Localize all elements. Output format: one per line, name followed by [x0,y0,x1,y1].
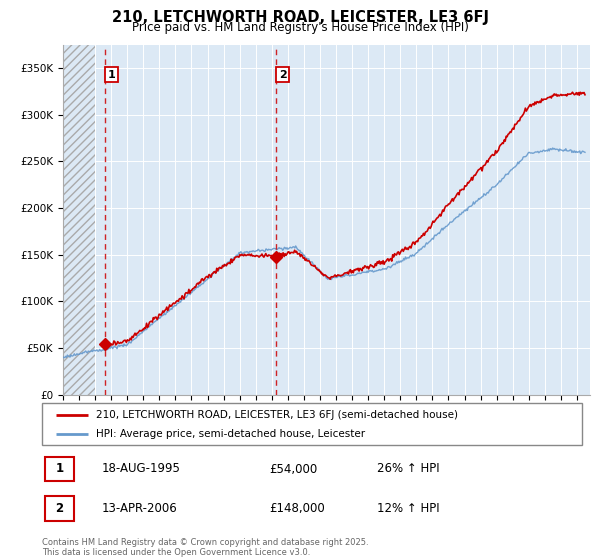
FancyBboxPatch shape [45,457,74,481]
Text: £148,000: £148,000 [269,502,325,515]
FancyBboxPatch shape [45,496,74,521]
Text: Price paid vs. HM Land Registry's House Price Index (HPI): Price paid vs. HM Land Registry's House … [131,21,469,34]
Text: Contains HM Land Registry data © Crown copyright and database right 2025.
This d: Contains HM Land Registry data © Crown c… [42,538,368,557]
FancyBboxPatch shape [42,403,582,445]
Text: 12% ↑ HPI: 12% ↑ HPI [377,502,439,515]
Text: 210, LETCHWORTH ROAD, LEICESTER, LE3 6FJ (semi-detached house): 210, LETCHWORTH ROAD, LEICESTER, LE3 6FJ… [96,409,458,419]
Text: 26% ↑ HPI: 26% ↑ HPI [377,463,439,475]
Text: 2: 2 [55,502,64,515]
Text: 210, LETCHWORTH ROAD, LEICESTER, LE3 6FJ: 210, LETCHWORTH ROAD, LEICESTER, LE3 6FJ [112,10,488,25]
Text: HPI: Average price, semi-detached house, Leicester: HPI: Average price, semi-detached house,… [96,429,365,439]
Text: 1: 1 [55,463,64,475]
Text: 18-AUG-1995: 18-AUG-1995 [101,463,180,475]
Text: 1: 1 [107,69,115,80]
Text: 13-APR-2006: 13-APR-2006 [101,502,177,515]
Text: £54,000: £54,000 [269,463,317,475]
Text: 2: 2 [278,69,286,80]
